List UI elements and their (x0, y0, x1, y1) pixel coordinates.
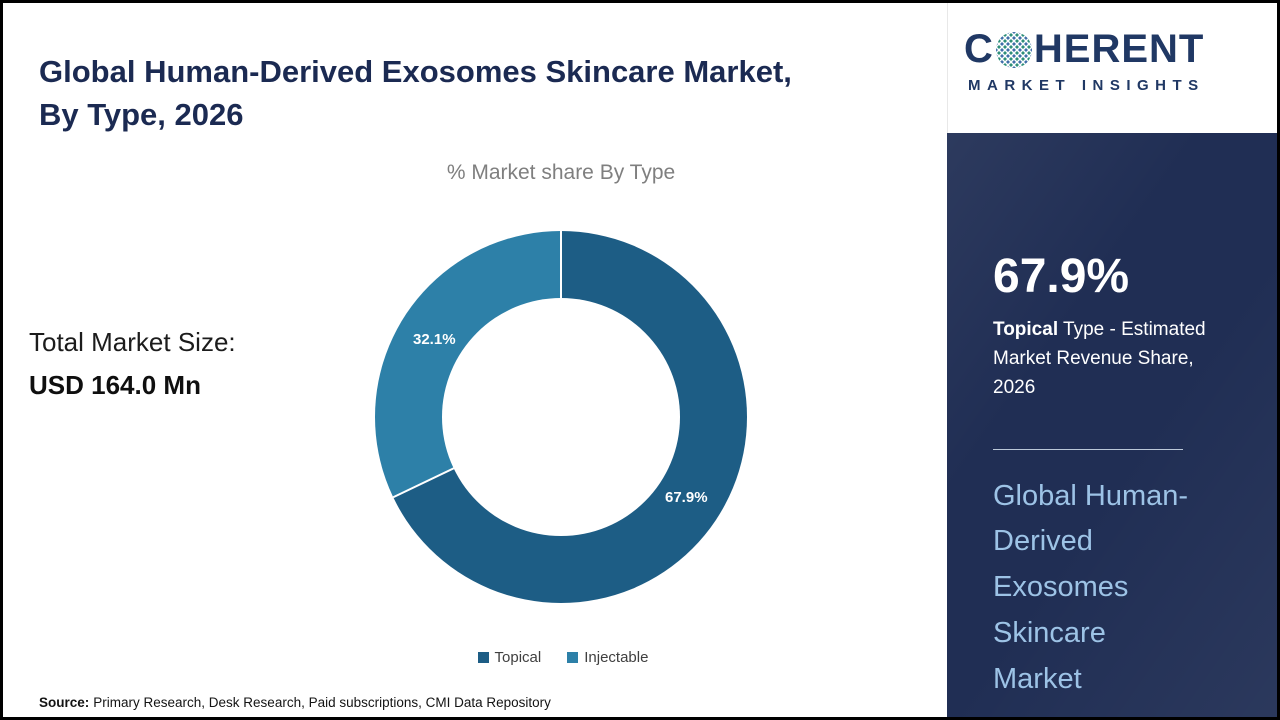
market-name-line: Derived (993, 525, 1093, 558)
panel-divider (993, 448, 1183, 450)
stat-label-rest: Type - Estimated Market Revenue Share, 2… (993, 319, 1206, 398)
logo-wordmark: C HERENT (964, 27, 1277, 72)
logo-globe-icon (995, 31, 1032, 68)
main-chart-area: Global Human-Derived Exosomes Skincare M… (3, 3, 947, 717)
stat-value: 67.9% (993, 250, 1130, 303)
market-name-line: Market (993, 662, 1082, 695)
slice-label-topical: 67.9% (665, 489, 708, 506)
total-market-size: Total Market Size: USD 164.0 Mn (29, 327, 236, 401)
slice-label-injectable: 32.1% (413, 331, 456, 348)
sidebar-panel: 67.9% Topical Type - Estimated Market Re… (947, 133, 1277, 717)
page-title: Global Human-Derived Exosomes Skincare M… (39, 53, 792, 133)
sidebar: C HERENT MARKET INSIGHTS 67.9% Topical Ty… (947, 3, 1277, 717)
market-name-line: Exosomes (993, 571, 1129, 604)
logo: C HERENT MARKET INSIGHTS (947, 3, 1277, 133)
market-name: Global Human- Derived Exosomes Skincare … (993, 474, 1241, 703)
legend-item-topical: Topical (477, 649, 542, 666)
chart-legend: Topical Injectable (183, 649, 943, 666)
donut-chart: 32.1% 67.9% (375, 231, 747, 603)
market-name-line: Global Human- (993, 479, 1189, 512)
legend-item-injectable: Injectable (567, 649, 648, 666)
source-text: Primary Research, Desk Research, Paid su… (93, 695, 551, 710)
logo-tagline: MARKET INSIGHTS (968, 77, 1205, 94)
chart-subtitle: % Market share By Type (446, 161, 676, 184)
legend-swatch-injectable-icon (567, 652, 579, 663)
donut-hole (441, 297, 681, 537)
source-label: Source: (39, 695, 90, 710)
legend-label-topical: Topical (494, 649, 542, 666)
stat-label: Topical Type - Estimated Market Revenue … (993, 316, 1235, 403)
stat-label-bold: Topical (993, 319, 1059, 340)
source-note: Source: Primary Research, Desk Research, … (39, 695, 551, 710)
legend-label-injectable: Injectable (584, 649, 649, 666)
total-market-value: USD 164.0 Mn (29, 370, 201, 400)
market-name-line: Skincare (993, 617, 1106, 650)
logo-letter-c: C (964, 27, 994, 71)
total-market-label: Total Market Size: (29, 327, 236, 357)
logo-word-rest: HERENT (1033, 27, 1205, 71)
legend-swatch-topical-icon (477, 652, 489, 663)
